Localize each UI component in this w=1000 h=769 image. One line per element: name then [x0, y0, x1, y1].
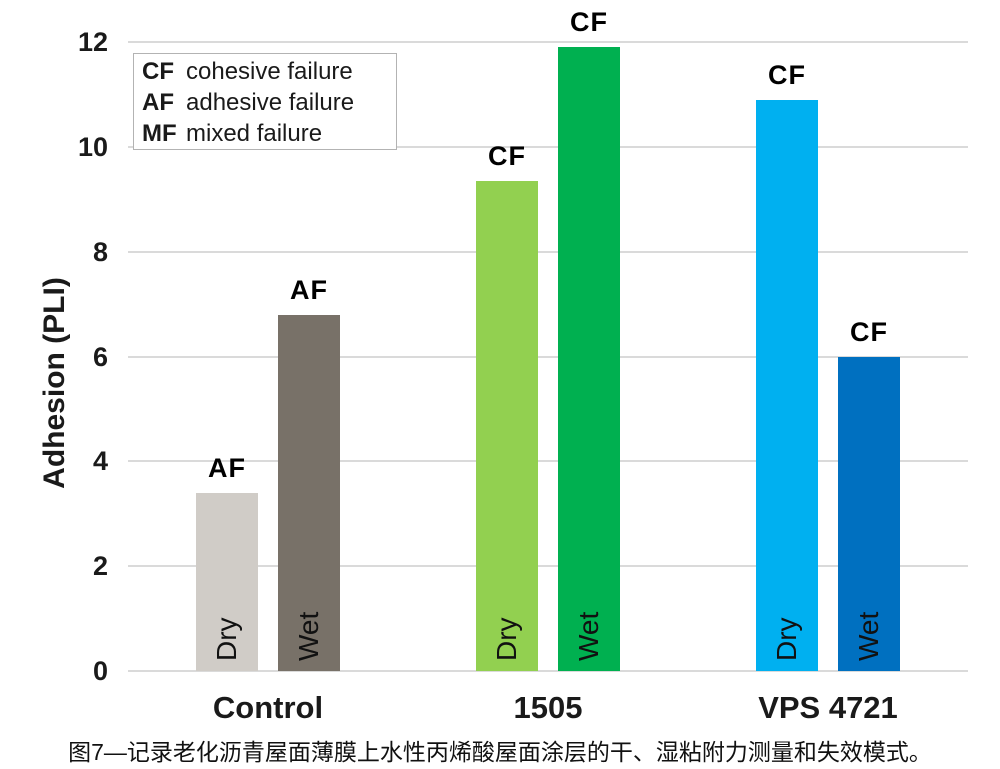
failure-mode-label: CF [488, 140, 526, 171]
bar-1505-dry [476, 180, 538, 671]
condition-label: Dry [771, 617, 802, 661]
bar-control-wet [278, 314, 340, 671]
gridline [128, 460, 968, 463]
y-tick-label: 2 [92, 551, 108, 582]
x-category-label: Control [212, 690, 324, 725]
failure-mode-label: CF [768, 59, 806, 90]
legend-row-af: AF adhesive failure [142, 87, 396, 118]
failure-mode-label: AF [208, 452, 246, 483]
gridline [128, 355, 968, 358]
failure-mode-label: AF [290, 274, 328, 305]
legend-abbr-mf: MF [142, 120, 177, 147]
legend-abbr-af: AF [142, 89, 174, 116]
failure-mode-label: CF [570, 7, 608, 38]
bar-1505-wet [558, 47, 620, 671]
gridline [128, 670, 968, 672]
figure-caption: 图7—记录老化沥青屋面薄膜上水性丙烯酸屋面涂层的干、湿粘附力测量和失效模式。 [68, 739, 932, 765]
gridline [128, 250, 968, 253]
gridline [128, 145, 968, 148]
condition-label: Dry [491, 617, 522, 661]
legend-desc-cf: cohesive failure [186, 58, 353, 85]
x-category-label: 1505 [513, 690, 583, 725]
gridline [128, 41, 968, 43]
y-tick-label: 10 [77, 131, 108, 162]
y-axis-title: Adhesion (PLI) [38, 277, 71, 489]
condition-label: Wet [853, 611, 884, 661]
y-tick-label: 8 [92, 236, 108, 267]
legend-row-mf: MF mixed failure [142, 118, 396, 149]
legend-row-cf: CF cohesive failure [142, 56, 396, 87]
condition-label: Dry [211, 617, 242, 661]
y-tick-label: 6 [92, 341, 108, 372]
condition-label: Wet [573, 611, 604, 661]
bar-vps-4721-dry [756, 99, 818, 671]
bar-control-dry [196, 492, 258, 671]
x-category-label: VPS 4721 [758, 690, 898, 725]
gridline [128, 565, 968, 568]
failure-mode-legend: CF cohesive failure AF adhesive failure … [133, 53, 397, 150]
y-tick-label: 0 [92, 656, 108, 686]
failure-mode-label: CF [850, 316, 888, 347]
legend-abbr-cf: CF [142, 58, 174, 85]
condition-label: Wet [293, 611, 324, 661]
legend-desc-af: adhesive failure [186, 89, 355, 116]
legend-desc-mf: mixed failure [186, 120, 323, 147]
y-tick-label: 4 [92, 446, 108, 477]
bar-vps-4721-wet [838, 356, 900, 671]
y-tick-label: 12 [77, 27, 108, 57]
